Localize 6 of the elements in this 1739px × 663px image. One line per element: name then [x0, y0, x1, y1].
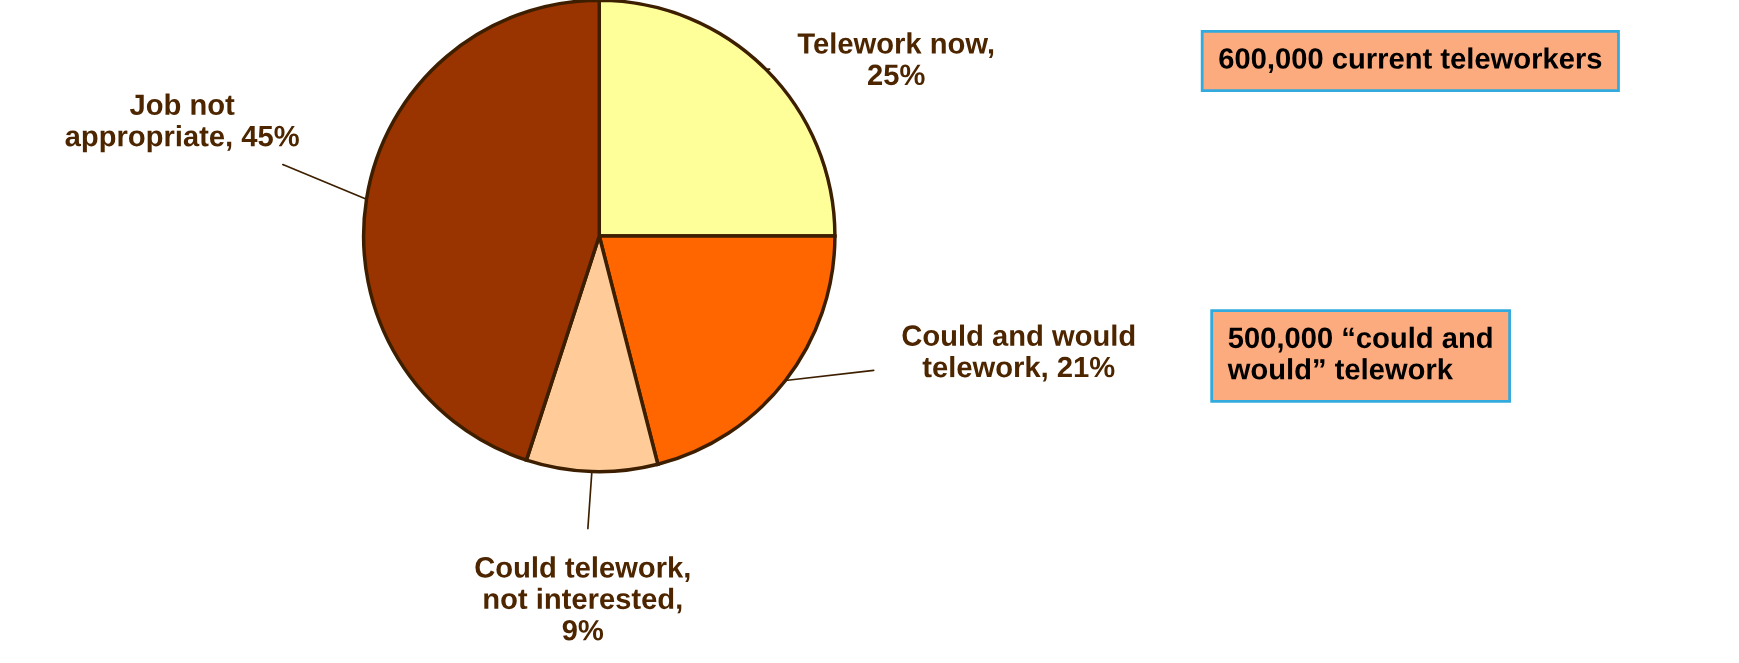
text: 500,000 “could and would” telework	[1227, 326, 1492, 380]
text: 600,000 current teleworkers	[1219, 47, 1602, 74]
slice-label: Could telework, not interested, 9%	[475, 556, 690, 641]
slice-label: Could and would telework, 21%	[902, 324, 1135, 382]
slice-label: Job not appropriate, 45%	[65, 93, 299, 153]
slice-label: Telework now, 25%	[797, 32, 994, 86]
